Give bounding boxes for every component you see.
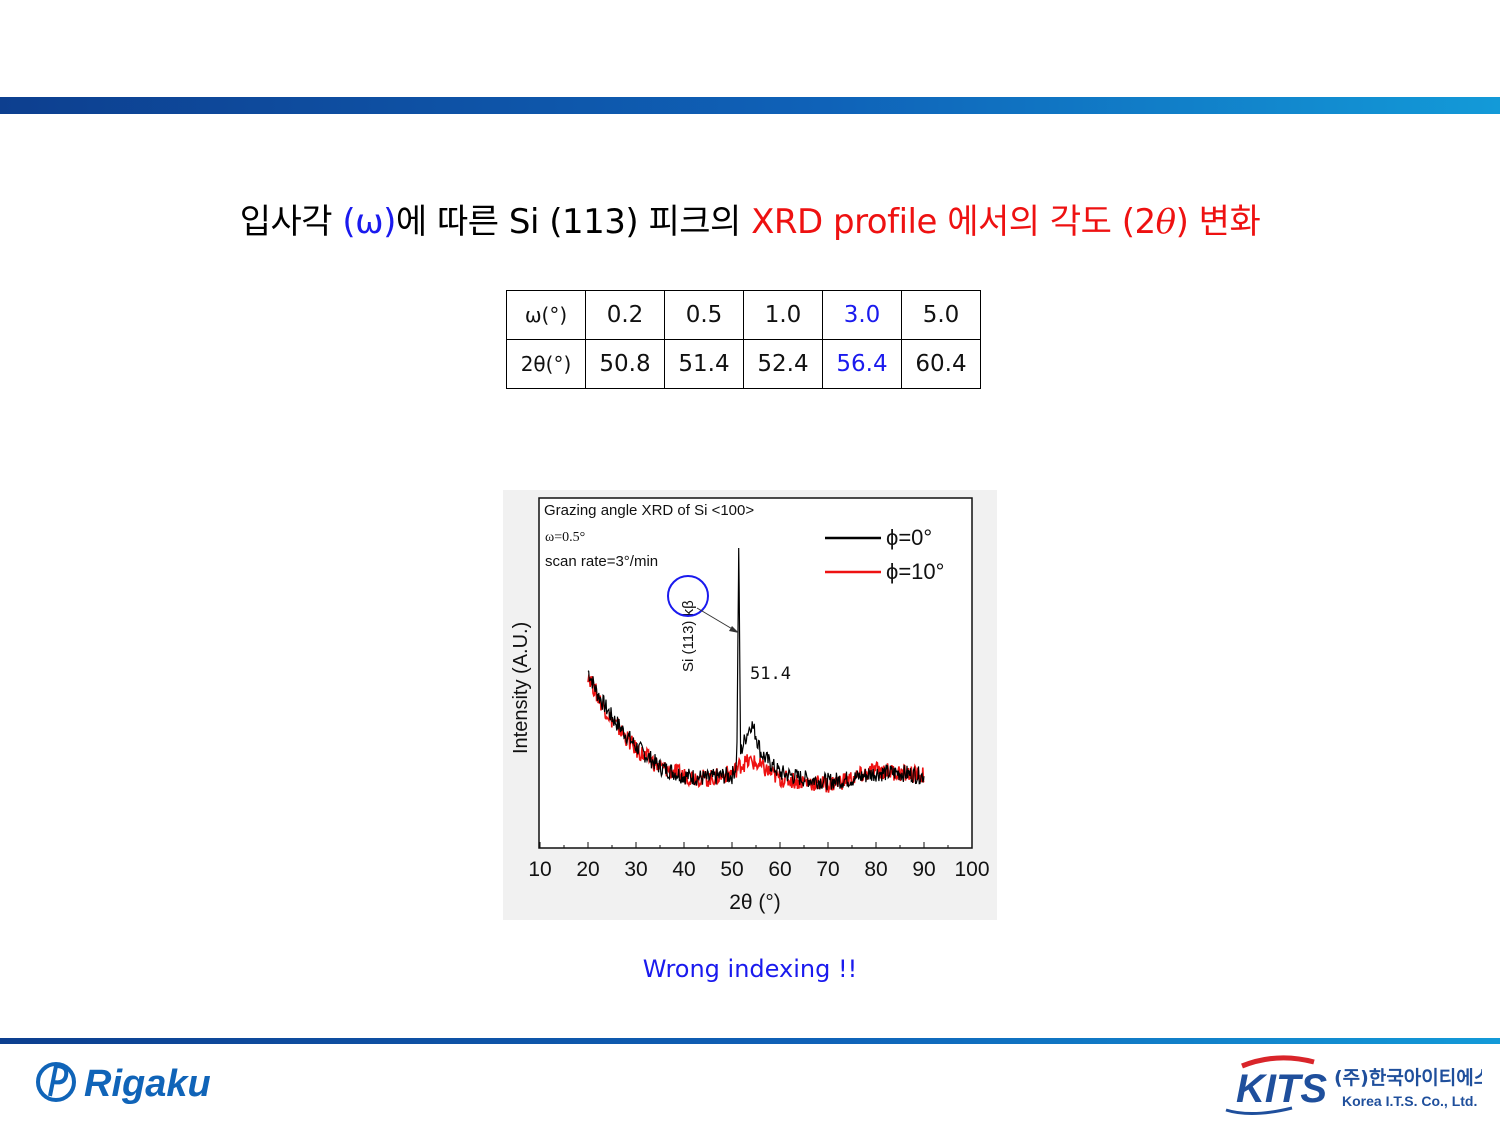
row-label: ω(°) xyxy=(506,290,586,340)
table-cell: 5.0 xyxy=(901,290,981,340)
annotation-arrow xyxy=(696,607,735,631)
title-omega: (ω) xyxy=(342,202,396,242)
legend-label-1: ϕ=10° xyxy=(886,559,944,584)
parameter-table: ω(°) 0.2 0.5 1.0 3.0 5.0 2θ(°) 50.8 51.4… xyxy=(506,290,981,389)
series-group xyxy=(587,547,925,793)
kits-logo-text: KITS xyxy=(1236,1067,1327,1111)
table-row: ω(°) 0.2 0.5 1.0 3.0 5.0 xyxy=(506,290,981,340)
table-cell: 51.4 xyxy=(664,339,744,389)
rigaku-mark-stroke xyxy=(48,1063,69,1097)
kits-logo: KITS (주)한국아이티에스 Korea I.T.S. Co., Ltd. xyxy=(1225,1055,1482,1116)
table-cell: 0.5 xyxy=(664,290,744,340)
chart-svg: 10 20 30 40 50 60 70 80 90 100 Grazing angle XRD … xyxy=(510,497,990,914)
x-tick-label: 80 xyxy=(864,858,887,881)
kits-korean-name: (주)한국아이티에스 xyxy=(1334,1067,1482,1089)
row-label: 2θ(°) xyxy=(506,339,586,389)
chart-title: Grazing angle XRD of Si <100> xyxy=(544,502,754,519)
table-cell: 56.4 xyxy=(822,339,902,389)
kits-swoosh-lower-icon xyxy=(1225,1106,1293,1116)
x-ticks: 10 20 30 40 50 60 70 80 90 100 xyxy=(528,842,990,881)
x-tick-label: 90 xyxy=(912,858,935,881)
table-cell: 1.0 xyxy=(743,290,823,340)
x-tick-label: 10 xyxy=(528,858,551,881)
legend-label-0: ϕ=0° xyxy=(886,525,932,550)
kits-swoosh-icon xyxy=(1241,1055,1315,1069)
x-tick-label: 100 xyxy=(954,858,989,881)
table-cell: 0.2 xyxy=(585,290,665,340)
x-tick-label: 30 xyxy=(624,858,647,881)
highlight-circle xyxy=(667,575,709,617)
table-cell: 50.8 xyxy=(585,339,665,389)
y-axis-label: Intensity (A.U.) xyxy=(510,622,532,754)
peak-value-label: 51.4 xyxy=(750,664,791,684)
table-cell: 52.4 xyxy=(743,339,823,389)
title-red: XRD profile 에서의 각도 (2 xyxy=(751,202,1156,242)
plot-frame xyxy=(538,497,973,849)
footer-band xyxy=(0,1038,1500,1044)
annotation-omega: ω=0.5° xyxy=(545,530,585,545)
xrd-chart: 10 20 30 40 50 60 70 80 90 100 Grazing angle XRD … xyxy=(503,490,997,920)
x-tick-label: 20 xyxy=(576,858,599,881)
table-row: 2θ(°) 50.8 51.4 52.4 56.4 60.4 xyxy=(506,339,981,389)
title-part2: 에 따른 Si (113) 피크의 xyxy=(395,202,752,242)
rigaku-logo-text: Rigaku xyxy=(84,1063,211,1105)
annotation-peak-label: Si (113) kβ xyxy=(680,600,697,672)
title-red-end: ) 변화 xyxy=(1175,202,1261,242)
table-cell: 3.0 xyxy=(822,290,902,340)
slide-title: 입사각 (ω)에 따른 Si (113) 피크의 XRD profile 에서의… xyxy=(0,194,1500,243)
annotation-scan-rate: scan rate=3°/min xyxy=(545,553,658,570)
wrong-indexing-note: Wrong indexing !! xyxy=(642,955,858,983)
arrow-head xyxy=(729,626,739,633)
x-tick-label: 40 xyxy=(672,858,695,881)
x-tick-label: 50 xyxy=(720,858,743,881)
x-tick-label: 60 xyxy=(768,858,791,881)
table-cell: 60.4 xyxy=(901,339,981,389)
header-band xyxy=(0,97,1500,114)
x-tick-label: 70 xyxy=(816,858,839,881)
rigaku-logo: Rigaku xyxy=(36,1062,211,1105)
title-part1: 입사각 xyxy=(239,202,343,242)
series-line-0 xyxy=(587,547,925,791)
title-theta: θ xyxy=(1155,202,1176,242)
kits-english-name: Korea I.T.S. Co., Ltd. xyxy=(1342,1093,1477,1109)
x-axis-label: 2θ (°) xyxy=(729,891,781,914)
